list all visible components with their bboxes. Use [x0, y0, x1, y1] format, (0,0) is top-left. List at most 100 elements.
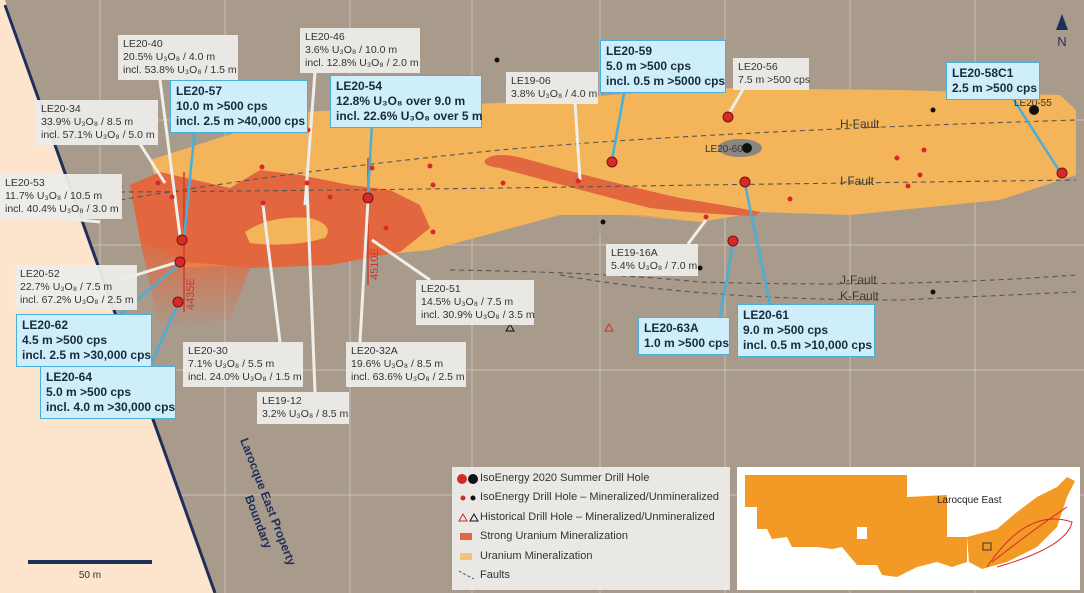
hole-id: LE19-12	[262, 395, 302, 407]
assay-result: 7.1% U₃O₈ / 5.5 m	[188, 358, 275, 370]
assay-result: incl. 0.5 m >5000 cps	[606, 74, 726, 88]
callout: LE20-52 22.7% U₃O₈ / 7.5 m incl. 67.2% U₃O…	[15, 265, 137, 310]
assay-result: 20.5% U₃O₈ / 4.0 m	[123, 51, 216, 63]
leader-line	[305, 185, 317, 393]
assay-result: incl. 22.6% U₃O₈ over 5 m	[336, 109, 483, 123]
assay-result: incl. 12.8% U₃O₈ / 2.0 m	[305, 57, 419, 69]
hole-id: LE20-53	[5, 177, 45, 189]
callout: LE19-12 3.2% U₃O₈ / 8.5 m	[257, 392, 349, 424]
assay-result: incl. 57.1% U₃O₈ / 5.0 m	[41, 129, 155, 141]
hole-id: LE20-52	[20, 268, 60, 280]
callout: LE20-51 14.5% U₃O₈ / 7.5 m incl. 30.9% U₃O…	[416, 280, 535, 325]
callout: LE20-30 7.1% U₃O₈ / 5.5 m incl. 24.0% U₃O₈…	[183, 342, 303, 387]
hole-id: LE19-06	[511, 75, 551, 87]
assay-result: 19.6% U₃O₈ / 8.5 m	[351, 358, 444, 370]
north-label: N	[1057, 34, 1066, 49]
callout: LE20-54 12.8% U₃O₈ over 9.0 m incl. 22.6% …	[330, 75, 483, 128]
hole-id: LE20-63A	[644, 321, 699, 335]
gap	[580, 215, 700, 240]
scale-label: 50 m	[79, 570, 101, 581]
assay-result: incl. 0.5 m >10,000 cps	[743, 338, 873, 352]
assay-result: 33.9% U₃O₈ / 8.5 m	[41, 116, 134, 128]
legend: IsoEnergy 2020 Summer Drill Hole IsoEner…	[452, 467, 730, 590]
fault-label: H-Fault	[840, 117, 880, 131]
hole-id: LE20-56	[738, 61, 778, 73]
fault-label: I-Fault	[840, 174, 875, 188]
callout: LE20-32A 19.6% U₃O₈ / 8.5 m incl. 63.6% U₃…	[346, 342, 466, 387]
strong-zone	[484, 155, 760, 216]
north-arrow	[1056, 14, 1068, 30]
callout: LE20-59 5.0 m >500 cps incl. 0.5 m >5000 c…	[600, 40, 726, 93]
leader-line	[182, 127, 197, 239]
leader-line	[573, 101, 582, 181]
assay-result: incl. 24.0% U₃O₈ / 1.5 m	[188, 371, 302, 383]
outcrop	[718, 139, 762, 157]
historical-hole	[505, 322, 515, 332]
hole-id: LE20-46	[305, 31, 345, 43]
hole-id: LE20-54	[336, 79, 383, 93]
inset-label: Larocque East	[937, 495, 1002, 506]
assay-result: incl. 2.5 m >40,000 cps	[176, 114, 306, 128]
callout: LE19-06 3.8% U₃O₈ / 4.0 m	[506, 72, 598, 104]
leader-line	[686, 219, 708, 245]
leader-line	[610, 87, 627, 161]
leader-line	[138, 143, 167, 184]
callout: LE19-16A 5.4% U₃O₈ / 7.0 m	[606, 244, 698, 276]
inset-canvas: Larocque East	[745, 475, 1075, 577]
hole-id: LE20-32A	[351, 345, 398, 357]
legend-item: Historical Drill Hole – Mineralized/Unmi…	[480, 511, 715, 523]
callout: LE20-57 10.0 m >500 cps incl. 2.5 m >40,00…	[170, 80, 308, 133]
assay-result: incl. 2.5 m >30,000 cps	[22, 348, 152, 362]
assay-result: 12.8% U₃O₈ over 9.0 m	[336, 94, 466, 108]
assay-result: 4.5 m >500 cps	[22, 333, 108, 347]
assay-result: 7.5 m >500 cps	[738, 74, 811, 86]
assay-result: 5.0 m >500 cps	[606, 59, 692, 73]
hole-id: LE20-34	[41, 103, 81, 115]
assay-result: 22.7% U₃O₈ / 7.5 m	[20, 281, 113, 293]
assay-result: 5.0 m >500 cps	[46, 385, 132, 399]
assay-result: incl. 4.0 m >30,000 cps	[46, 400, 176, 414]
hole-id: LE20-40	[123, 38, 163, 50]
assay-result: 3.8% U₃O₈ / 4.0 m	[511, 88, 598, 100]
assay-result: incl. 63.6% U₃O₈ / 2.5 m	[351, 371, 465, 383]
assay-result: 2.5 m >500 cps	[952, 81, 1038, 95]
leader-line	[158, 79, 182, 237]
legend-item: Faults	[480, 569, 510, 581]
assay-result: 3.6% U₃O₈ / 10.0 m	[305, 44, 398, 56]
assay-result: 14.5% U₃O₈ / 7.5 m	[421, 296, 514, 308]
section-label: 4435E	[185, 278, 197, 310]
unmineralized-holes	[494, 57, 1039, 295]
assay-result: incl. 30.9% U₃O₈ / 3.5 m	[421, 309, 535, 321]
assay-result: 9.0 m >500 cps	[743, 323, 829, 337]
assay-result: incl. 40.4% U₃O₈ / 3.0 m	[5, 203, 119, 215]
assay-result: 1.0 m >500 cps	[644, 336, 730, 350]
hole-id: LE20-57	[176, 84, 223, 98]
point-label: LE20-55	[1014, 98, 1052, 109]
assay-result: 3.2% U₃O₈ / 8.5 m	[262, 408, 349, 420]
leader-line	[718, 242, 735, 318]
leader-line	[726, 85, 747, 116]
point-label: LE20-60	[705, 144, 743, 155]
hole-id: LE20-58C1	[952, 66, 1014, 80]
hole-id: LE20-64	[46, 370, 93, 384]
fault-label: K-Fault	[840, 289, 879, 303]
callout: LE20-58C1 2.5 m >500 cps	[946, 62, 1040, 100]
assay-result: 11.7% U₃O₈ / 10.5 m	[5, 190, 103, 202]
leader-line	[366, 122, 374, 197]
callout: LE20-64 5.0 m >500 cps incl. 4.0 m >30,000…	[40, 366, 176, 419]
boundary-label: Larocque East Property Boundary	[237, 436, 299, 568]
leader-line	[371, 238, 431, 282]
inset-map: Larocque East	[737, 467, 1080, 590]
leader-line	[148, 303, 180, 367]
callout: LE20-62 4.5 m >500 cps incl. 2.5 m >30,000…	[16, 314, 152, 367]
callout: LE20-46 3.6% U₃O₈ / 10.0 m incl. 12.8% U₃O…	[300, 28, 420, 73]
leader-line	[261, 204, 282, 343]
strong-zone-fade	[140, 240, 250, 330]
legend-item: IsoEnergy Drill Hole – Mineralized/Unmin…	[480, 491, 720, 503]
callout: LE20-40 20.5% U₃O₈ / 4.0 m incl. 53.8% U₃O…	[118, 35, 238, 80]
legend-icons	[457, 474, 479, 580]
hole-id: LE20-59	[606, 44, 653, 58]
leader-line	[1008, 93, 1062, 173]
fault-label: J-Fault	[840, 273, 877, 287]
drill-holes	[172, 111, 1068, 308]
